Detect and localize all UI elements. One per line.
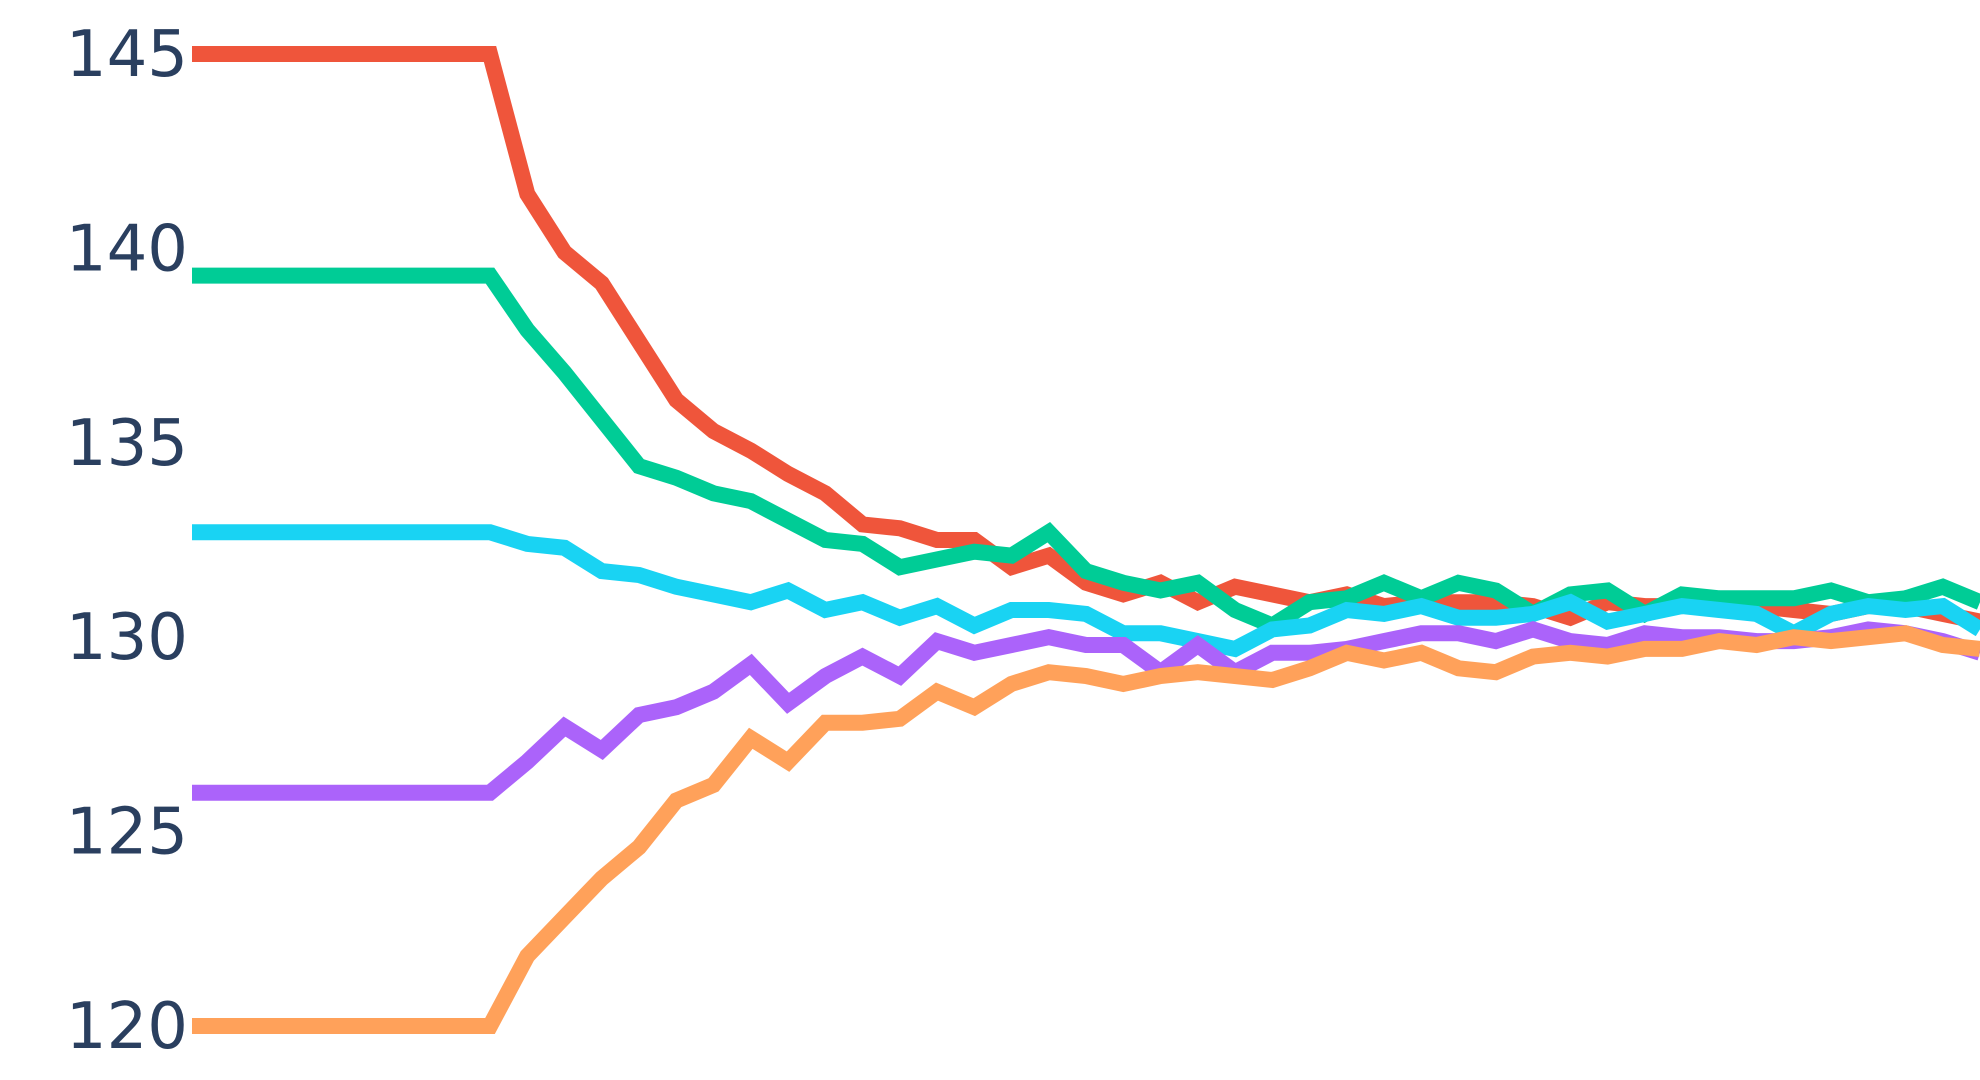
- y-tick-label: 145: [66, 18, 188, 92]
- series-line-3: [192, 524, 1980, 658]
- series-line-2: [192, 267, 1980, 635]
- series-line-5: [192, 625, 1980, 1034]
- y-tick-label: 135: [66, 407, 188, 481]
- plot-area: [192, 46, 1980, 1034]
- y-axis: 120 125 130 135 140 145: [66, 18, 188, 1064]
- y-tick-label: 140: [66, 212, 188, 286]
- y-tick-label: 120: [66, 990, 188, 1064]
- y-tick-label: 125: [66, 796, 188, 870]
- y-tick-label: 130: [66, 601, 188, 675]
- series-line-4: [192, 621, 1980, 801]
